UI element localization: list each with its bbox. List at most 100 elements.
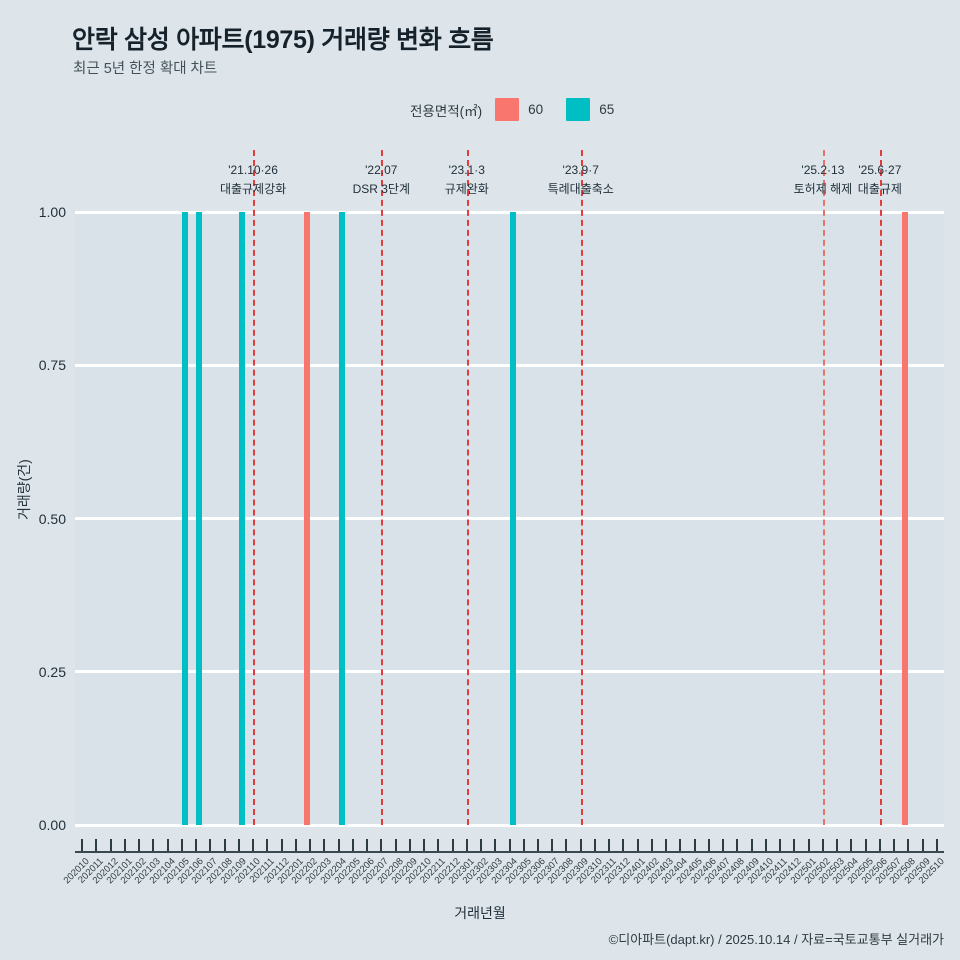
x-tick-mark bbox=[921, 839, 924, 851]
x-tick-mark bbox=[123, 839, 126, 851]
event-annotation: '25.6·27 대출규제 bbox=[858, 161, 902, 198]
x-tick-mark bbox=[180, 839, 183, 851]
x-tick-mark bbox=[408, 839, 411, 851]
x-tick-mark bbox=[850, 839, 853, 851]
event-label: DSR 3단계 bbox=[352, 181, 410, 196]
page-title: 안락 삼성 아파트(1975) 거래량 변화 흐름 bbox=[72, 26, 494, 54]
x-tick-mark bbox=[764, 839, 767, 851]
x-tick-mark bbox=[465, 839, 468, 851]
y-tick-label: 1.00 bbox=[38, 204, 66, 220]
x-tick-mark bbox=[195, 839, 198, 851]
x-tick-mark bbox=[650, 839, 653, 851]
x-tick-mark bbox=[280, 839, 283, 851]
x-tick-mark bbox=[707, 839, 710, 851]
event-marker-line bbox=[822, 150, 825, 825]
x-tick-mark bbox=[437, 839, 440, 851]
x-tick-mark bbox=[636, 839, 639, 851]
x-tick-mark bbox=[878, 839, 881, 851]
x-tick-mark bbox=[494, 839, 497, 851]
event-marker-line bbox=[381, 150, 384, 825]
event-annotation: '21.10·26 대출규제강화 bbox=[220, 161, 286, 198]
x-tick-mark bbox=[536, 839, 539, 851]
x-tick-mark bbox=[893, 839, 896, 851]
event-annotation: '23.1·3 규제완화 bbox=[445, 161, 489, 198]
x-tick-mark bbox=[166, 839, 169, 851]
event-annotation: '23.9·7 특례대출축소 bbox=[548, 161, 614, 198]
y-tick-label: 0.50 bbox=[38, 510, 66, 527]
event-label: 대출규제 bbox=[857, 181, 902, 196]
x-tick-mark bbox=[579, 839, 582, 851]
event-label: 대출규제강화 bbox=[219, 181, 287, 196]
x-tick-mark bbox=[95, 839, 98, 851]
legend-label-60: 60 bbox=[528, 102, 544, 117]
event-label: 토허제 해제 bbox=[793, 181, 853, 196]
x-tick-mark bbox=[337, 839, 340, 851]
bar bbox=[509, 212, 516, 825]
bar bbox=[303, 212, 310, 825]
event-marker-line bbox=[580, 150, 583, 825]
x-tick-mark bbox=[294, 839, 297, 851]
y-tick-label: 0.75 bbox=[38, 357, 66, 374]
x-axis-title: 거래년월 bbox=[454, 905, 506, 921]
legend-swatch-65 bbox=[566, 98, 591, 121]
event-date: '25.2·13 bbox=[801, 163, 845, 177]
x-tick-mark bbox=[252, 839, 255, 851]
y-tick-label: 0.25 bbox=[38, 663, 66, 680]
x-tick-mark bbox=[394, 839, 397, 851]
page-subtitle: 최근 5년 한정 확대 차트 bbox=[73, 61, 218, 77]
x-tick-mark bbox=[779, 839, 782, 851]
x-tick-mark bbox=[237, 839, 240, 851]
x-tick-mark bbox=[864, 839, 867, 851]
x-tick-mark bbox=[380, 839, 383, 851]
x-tick-mark bbox=[366, 839, 369, 851]
x-tick-mark bbox=[750, 839, 753, 851]
y-axis-title: 거래량(건) bbox=[16, 459, 32, 520]
x-tick-mark bbox=[608, 839, 611, 851]
x-tick-mark bbox=[423, 839, 426, 851]
event-date: '21.10·26 bbox=[228, 163, 278, 177]
event-label: 규제완화 bbox=[444, 181, 489, 196]
event-date: '23.1·3 bbox=[448, 163, 485, 177]
x-tick-mark bbox=[736, 839, 739, 851]
legend-title: 전용면적(㎡) bbox=[410, 103, 483, 119]
footer-credit: ©디아파트(dapt.kr) / 2025.10.14 / 자료=국토교통부 실… bbox=[608, 932, 944, 947]
bar bbox=[196, 212, 203, 825]
event-marker-line bbox=[253, 150, 256, 825]
x-tick-mark bbox=[109, 839, 112, 851]
event-annotation: '25.2·13 토허제 해제 bbox=[794, 161, 853, 198]
gridline bbox=[75, 823, 944, 827]
bar bbox=[181, 212, 188, 825]
event-annotation: '22.07 DSR 3단계 bbox=[353, 161, 410, 198]
bar bbox=[901, 212, 908, 825]
event-marker-line bbox=[466, 150, 469, 825]
legend-label-65: 65 bbox=[599, 102, 615, 117]
x-tick-mark bbox=[793, 839, 796, 851]
x-tick-mark bbox=[907, 839, 910, 851]
x-tick-mark bbox=[565, 839, 568, 851]
bar bbox=[338, 212, 345, 825]
x-tick-mark bbox=[351, 839, 354, 851]
x-tick-mark bbox=[323, 839, 326, 851]
x-tick-mark bbox=[508, 839, 511, 851]
x-tick-mark bbox=[266, 839, 269, 851]
x-tick-mark bbox=[551, 839, 554, 851]
x-tick-mark bbox=[152, 839, 155, 851]
x-tick-mark bbox=[209, 839, 212, 851]
x-tick-mark bbox=[81, 839, 84, 851]
x-tick-mark bbox=[679, 839, 682, 851]
x-tick-mark bbox=[722, 839, 725, 851]
x-tick-mark bbox=[522, 839, 525, 851]
x-tick-mark bbox=[138, 839, 141, 851]
plot-area bbox=[75, 150, 944, 827]
bar bbox=[238, 212, 245, 825]
x-tick-mark bbox=[593, 839, 596, 851]
x-tick-mark bbox=[693, 839, 696, 851]
event-date: '22.07 bbox=[365, 163, 398, 177]
x-axis-line bbox=[75, 851, 944, 853]
legend-swatch-60 bbox=[495, 98, 520, 121]
x-tick-mark bbox=[223, 839, 226, 851]
event-date: '25.6·27 bbox=[858, 163, 902, 177]
x-tick-mark bbox=[309, 839, 312, 851]
x-tick-mark bbox=[807, 839, 810, 851]
